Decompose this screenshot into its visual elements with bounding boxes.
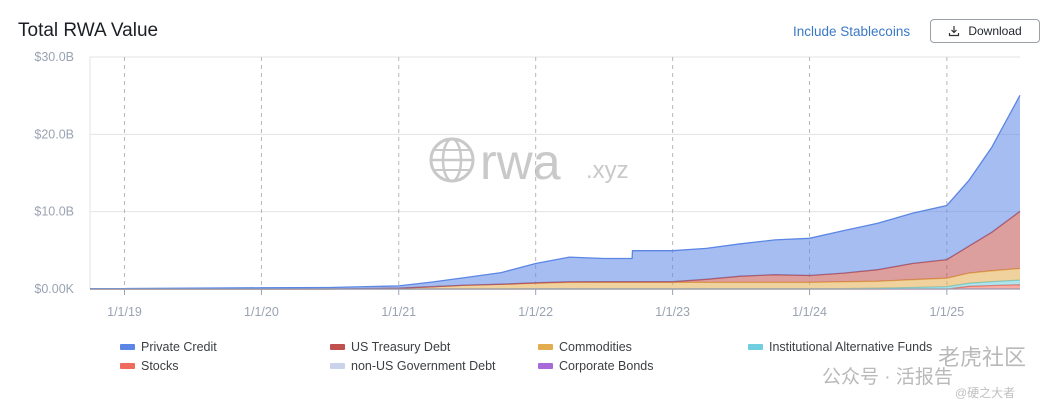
area-commodities [90, 268, 1020, 289]
x-tick-label: 1/1/22 [518, 305, 553, 319]
legend-label: non-US Government Debt [351, 359, 496, 373]
legend-item-non-us-government-debt[interactable]: non-US Government Debt [330, 359, 496, 373]
x-tick-label: 1/1/24 [792, 305, 827, 319]
watermark-logo-suffix: .xyz [586, 157, 629, 184]
download-label: Download [968, 24, 1022, 38]
legend-label: Corporate Bonds [559, 359, 654, 373]
x-tick-label: 1/1/23 [655, 305, 690, 319]
legend-item-us-treasury-debt[interactable]: US Treasury Debt [330, 340, 450, 354]
x-tick-label: 1/1/20 [244, 305, 279, 319]
legend-swatch [538, 344, 553, 350]
legend-item-stocks[interactable]: Stocks [120, 359, 179, 373]
overlay-watermark-line3: @硬之大者 [955, 386, 1016, 400]
y-tick-label: $30.0B [34, 50, 74, 64]
chart-title: Total RWA Value [18, 20, 159, 41]
legend-label: Stocks [141, 359, 179, 373]
legend-swatch [330, 363, 345, 369]
legend-label: Institutional Alternative Funds [769, 340, 933, 354]
download-button[interactable]: Download [930, 19, 1040, 43]
globe-icon [429, 137, 475, 183]
legend-label: Private Credit [141, 340, 217, 354]
overlay-watermark-line2: 老虎社区 [938, 345, 1027, 370]
y-tick-label: $10.0B [34, 205, 74, 219]
x-tick-label: 1/1/21 [381, 305, 416, 319]
rwa-logo-watermark: rwa .xyz [429, 134, 629, 190]
legend-item-corporate-bonds[interactable]: Corporate Bonds [538, 359, 654, 373]
include-stablecoins-toggle[interactable]: Include Stablecoins [793, 24, 911, 39]
legend-swatch [120, 344, 135, 350]
y-tick-label: $20.0B [34, 127, 74, 141]
x-tick-label: 1/1/25 [929, 305, 964, 319]
watermark-logo-text: rwa [480, 134, 561, 190]
area-chart: rwa .xyz $0.00K $10.0B $20.0B $30.0B 1/1/19 1… [34, 50, 1021, 319]
legend-swatch [330, 344, 345, 350]
legend-item-private-credit[interactable]: Private Credit [120, 340, 217, 354]
line-private-credit [90, 94, 1021, 290]
legend-item-commodities[interactable]: Commodities [538, 340, 632, 354]
legend-label: Commodities [559, 340, 632, 354]
legend-swatch [538, 363, 553, 369]
x-tick-label: 1/1/19 [107, 305, 142, 319]
area-institutional-alternative-funds [90, 280, 1020, 289]
y-tick-label: $0.00K [34, 282, 74, 296]
legend-label: US Treasury Debt [351, 340, 451, 354]
overlay-watermark-line1: 公众号 · 活报告 [822, 367, 953, 388]
download-icon [949, 26, 960, 37]
legend-item-institutional-alternative-funds[interactable]: Institutional Alternative Funds [748, 340, 932, 354]
chart-legend: Private Credit US Treasury Debt Commoditie… [0, 338, 1058, 388]
legend-swatch [748, 344, 763, 350]
area-private-credit [90, 95, 1020, 289]
legend-swatch [120, 363, 135, 369]
